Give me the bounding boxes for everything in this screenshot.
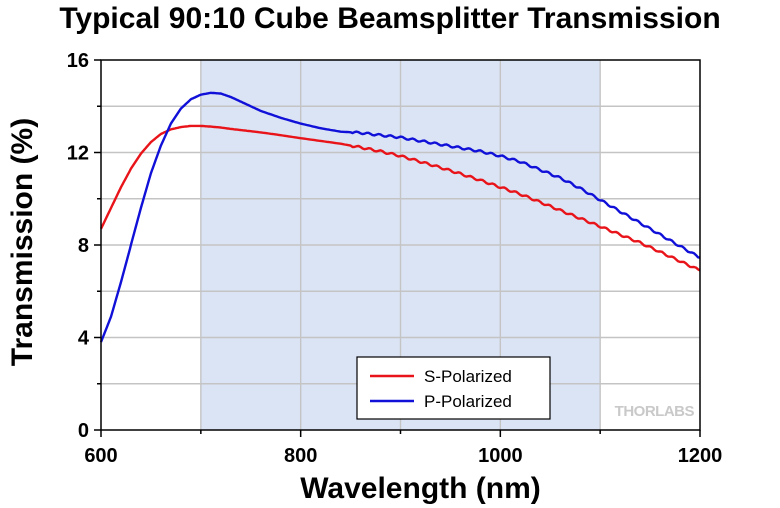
y-axis-title: Transmission (%) [6, 118, 39, 366]
x-tick-label: 1000 [478, 445, 523, 467]
x-tick-label: 800 [284, 445, 317, 467]
y-tick-label: 12 [67, 143, 89, 165]
chart-title: Typical 90:10 Cube Beamsplitter Transmis… [59, 2, 721, 35]
legend-label-p-polarized: P-Polarized [424, 392, 512, 411]
y-tick-label: 0 [78, 420, 89, 442]
y-tick-label: 4 [78, 328, 90, 350]
y-tick-label: 16 [67, 50, 89, 72]
legend: S-Polarized P-Polarized [356, 356, 551, 420]
axis-ticks: 600 800 1000 1200 0 4 8 12 16 [67, 50, 723, 467]
series-lines [99, 91, 701, 343]
x-axis-title: Wavelength (nm) [300, 472, 541, 505]
x-tick-label: 1200 [678, 445, 723, 467]
gridlines [101, 60, 700, 430]
thorlabs-watermark: THORLABS [615, 403, 695, 420]
legend-label-s-polarized: S-Polarized [424, 367, 512, 386]
x-tick-label: 600 [84, 445, 117, 467]
legend-box [356, 356, 551, 420]
y-tick-label: 8 [78, 235, 89, 257]
series-line-p-polarized [99, 91, 701, 343]
series-line-s-polarized [99, 124, 701, 272]
